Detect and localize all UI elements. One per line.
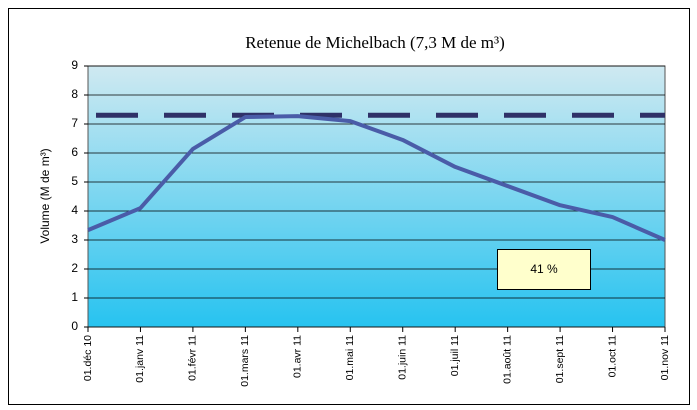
x-tick-label: 01.sept 11: [554, 335, 566, 383]
x-tick-label: 01.avr 11: [292, 335, 304, 378]
y-tick-label: 1: [71, 290, 78, 304]
y-tick-label: 6: [71, 145, 78, 159]
y-tick-label: 0: [71, 319, 78, 333]
y-tick-label: 4: [71, 203, 78, 217]
x-tick-label: 01.nov 11: [659, 335, 671, 381]
y-tick-label: 3: [71, 232, 78, 246]
x-tick-label: 01.oct 11: [606, 335, 618, 378]
x-tick-label: 01.août 11: [501, 335, 513, 384]
y-tick-label: 9: [71, 58, 78, 72]
chart-title: Retenue de Michelbach (7,3 M de m³): [245, 33, 505, 52]
annotation: 41 %: [530, 262, 558, 276]
y-tick-label: 7: [71, 116, 78, 130]
y-tick-label: 2: [71, 261, 78, 275]
x-tick-label: 01.févr 11: [187, 335, 199, 381]
y-tick-label: 8: [71, 87, 78, 101]
x-tick-label: 01.mars 11: [239, 335, 251, 387]
x-tick-label: 01.janv 11: [134, 335, 146, 383]
data-line: [87, 114, 666, 242]
x-tick-label: 01.juin 11: [397, 335, 409, 380]
annotation-box: [497, 249, 591, 290]
x-tick-label: 01.déc 10: [82, 335, 94, 381]
x-tick-label: 01.juil 11: [449, 335, 461, 376]
y-axis-label: Volume (M de m³): [38, 148, 52, 243]
x-tick-label: 01.mai 11: [344, 335, 356, 380]
y-tick-label: 5: [71, 174, 78, 188]
